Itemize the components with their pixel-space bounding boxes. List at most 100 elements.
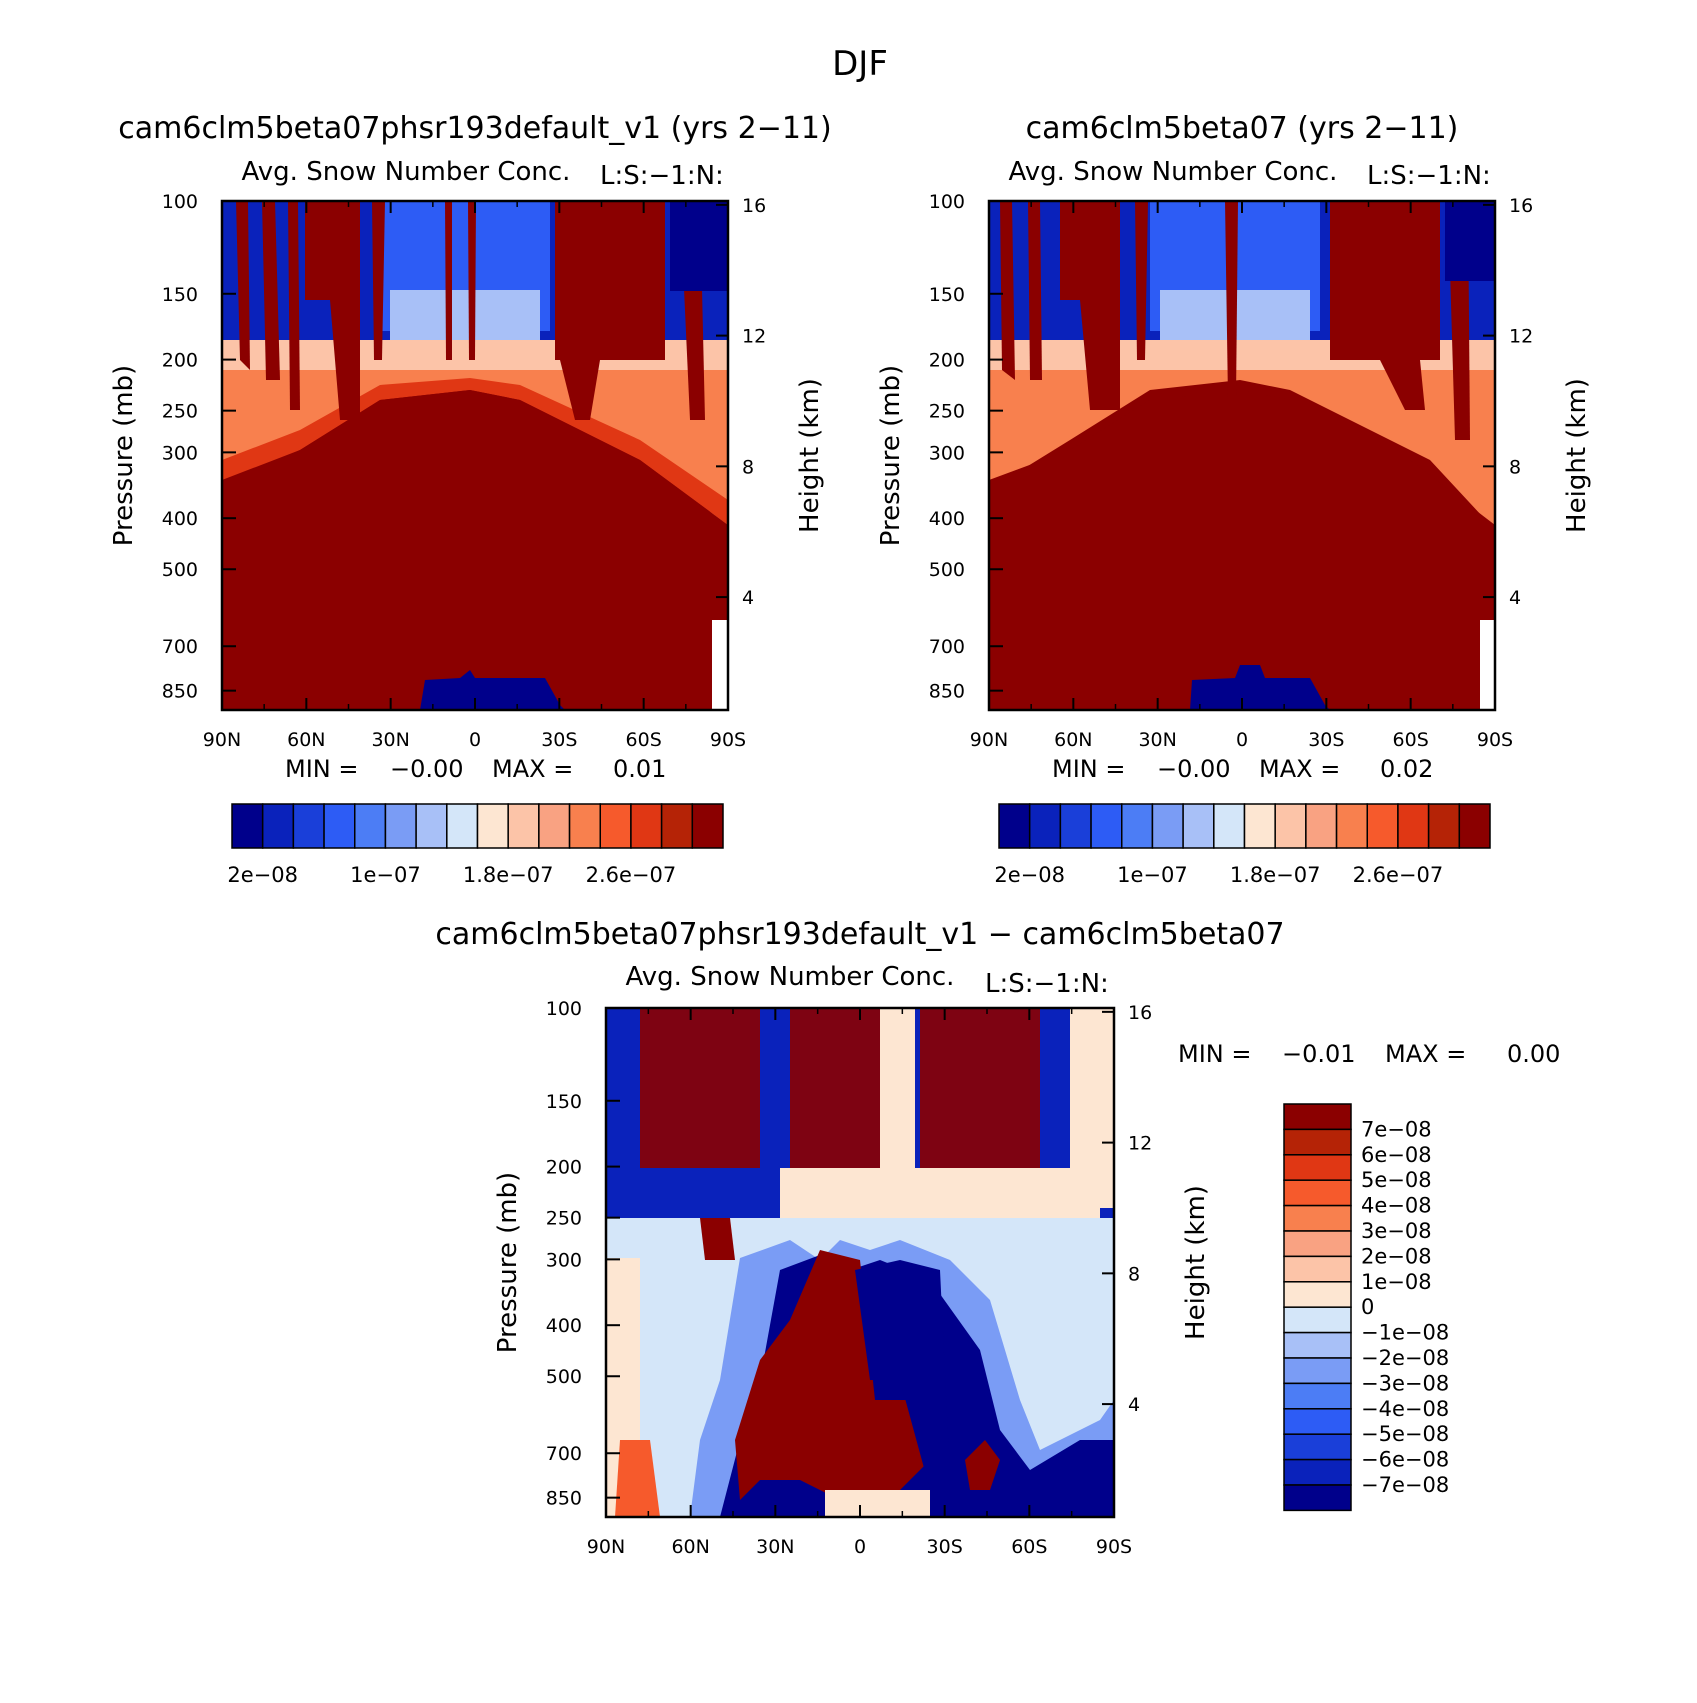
colorbar-swatch (1283, 1408, 1352, 1435)
panel-left-variable: Avg. Snow Number Conc. (242, 157, 571, 187)
panel-left-level-tag: L:S:−1:N: (600, 161, 724, 191)
colorbar-swatch (446, 803, 479, 849)
colorbar-swatch (1427, 803, 1461, 849)
panel-right-axes: 90N 60N 30N 0 30S 60S 90S 100 150 200 250 300 400 500… (876, 191, 1592, 751)
x-tick-label: 30S (1308, 729, 1344, 751)
colorbar-swatch (599, 803, 632, 849)
colorbar-label: −4e−08 (1361, 1397, 1449, 1421)
colorbar-swatch (1283, 1484, 1352, 1512)
x-tick-label: 90N (970, 729, 1008, 751)
colorbar-swatch (231, 803, 264, 849)
x-tick-label: 60N (671, 1536, 709, 1558)
y-tick-label: 300 (546, 1249, 582, 1271)
y-tick-label: 500 (929, 559, 965, 581)
panel-left-max-value: 0.01 (613, 755, 666, 783)
colorbar-swatch (261, 803, 295, 849)
y2-tick-label: 4 (1509, 587, 1521, 609)
panel-diff-field (606, 1008, 1114, 1517)
colorbar-swatch (1283, 1154, 1352, 1181)
colorbar-label: 0 (1361, 1295, 1374, 1319)
x-tick-label: 30N (1138, 729, 1176, 751)
colorbar-swatch (1283, 1230, 1352, 1258)
colorbar-swatch (323, 803, 356, 849)
panel-left-field (222, 201, 728, 710)
colorbar-label: 2e−08 (227, 863, 298, 887)
y-tick-label: 100 (546, 998, 582, 1020)
y-axis-label: Pressure (mb) (109, 365, 139, 546)
y-tick-label: 150 (162, 284, 198, 306)
y-tick-label: 400 (162, 508, 198, 530)
y2-tick-label: 12 (1128, 1133, 1152, 1155)
colorbar-swatch (1283, 1433, 1352, 1461)
colorbar-swatch (1305, 803, 1338, 849)
colorbar-swatch (1283, 1255, 1352, 1283)
panel-right-max-label: MAX = (1259, 755, 1340, 783)
panel-right-min-label: MIN = (1052, 755, 1125, 783)
colorbar-swatch (1121, 803, 1154, 849)
colorbar-swatch (1151, 803, 1184, 849)
x-tick-label: 60S (1393, 729, 1429, 751)
colorbar-swatch (292, 803, 325, 849)
colorbar-label: 1e−08 (1361, 1270, 1432, 1294)
panel-diff-axes: 90N 60N 30N 0 30S 60S 90S 100 150 200 250 300 400 500… (493, 998, 1211, 1558)
colorbar-swatch (1059, 803, 1092, 849)
colorbar-label: 2e−08 (1361, 1244, 1432, 1268)
panel-diff-min-label: MIN = (1178, 1040, 1251, 1068)
colorbar-swatch (630, 803, 663, 849)
x-tick-label: 60S (1011, 1536, 1047, 1558)
y-tick-label: 850 (929, 681, 965, 703)
colorbars-layer: 2e−08 1e−07 1.8e−07 2.6e−07 2e−08 1e−07 1.8e−0… (227, 803, 1491, 1512)
colorbar-swatch (1283, 1331, 1352, 1359)
y2-axis-label: Height (km) (1181, 1185, 1211, 1340)
panel-left-title: cam6clm5beta07phsr193default_v1 (yrs 2−1… (118, 111, 831, 146)
colorbar-label: −2e−08 (1361, 1346, 1449, 1370)
colorbar-swatch (1283, 1281, 1352, 1308)
colorbar-swatch (1335, 803, 1368, 849)
y2-axis-label: Height (km) (795, 378, 825, 533)
y2-tick-label: 16 (1509, 195, 1533, 217)
colorbar-swatch (507, 803, 540, 849)
x-tick-label: 30N (756, 1536, 794, 1558)
y-tick-label: 250 (162, 401, 198, 423)
y-tick-label: 150 (546, 1091, 582, 1113)
colorbar-label: 1e−07 (350, 863, 421, 887)
panel-diff-max-label: MAX = (1385, 1040, 1466, 1068)
x-tick-label: 30S (927, 1536, 963, 1558)
colorbar-swatch (1182, 803, 1215, 849)
panel-diff-level-tag: L:S:−1:N: (985, 969, 1109, 999)
x-tick-label: 60N (287, 729, 325, 751)
y-tick-label: 250 (546, 1208, 582, 1230)
x-tick-label: 30N (371, 729, 409, 751)
colorbar-swatch (476, 803, 509, 849)
colorbar-swatch (1283, 1179, 1352, 1207)
colorbar-label: −6e−08 (1361, 1448, 1449, 1472)
colorbar-label: 7e−08 (1361, 1117, 1432, 1141)
colorbar-swatch (1283, 1382, 1352, 1410)
colorbar-swatch (1243, 803, 1276, 849)
x-tick-label: 30S (541, 729, 577, 751)
colorbar-swatch (1283, 1357, 1352, 1385)
x-tick-label: 0 (469, 729, 481, 751)
colorbar-diff: 7e−086e−085e−084e−083e−082e−081e−080−1e−… (1283, 1103, 1449, 1512)
panel-diff-min-value: −0.01 (1282, 1040, 1356, 1068)
x-tick-label: 60S (626, 729, 662, 751)
colorbar-label: −5e−08 (1361, 1422, 1449, 1446)
panel-right-variable: Avg. Snow Number Conc. (1009, 157, 1338, 187)
y-tick-label: 100 (929, 191, 965, 213)
panel-right-level-tag: L:S:−1:N: (1367, 161, 1491, 191)
colorbar-label: 6e−08 (1361, 1143, 1432, 1167)
season-title: DJF (832, 44, 888, 84)
panel-right: cam6clm5beta07 (yrs 2−11) Avg. Snow Numb… (987, 111, 1497, 712)
y2-tick-label: 12 (1509, 326, 1533, 348)
y2-tick-label: 8 (742, 456, 754, 478)
y-tick-label: 300 (929, 442, 965, 464)
colorbar-label: 2e−08 (994, 863, 1065, 887)
colorbar-label: 1e−07 (1117, 863, 1188, 887)
panel-left-min-label: MIN = (285, 755, 358, 783)
colorbar-swatch (1274, 803, 1307, 849)
panel-diff-minmax: MIN = −0.01 MAX = 0.00 (1178, 1040, 1560, 1068)
y2-tick-label: 8 (1509, 456, 1521, 478)
y-tick-label: 700 (929, 636, 965, 658)
y-tick-label: 200 (162, 350, 198, 372)
colorbar-swatch (1458, 803, 1491, 849)
